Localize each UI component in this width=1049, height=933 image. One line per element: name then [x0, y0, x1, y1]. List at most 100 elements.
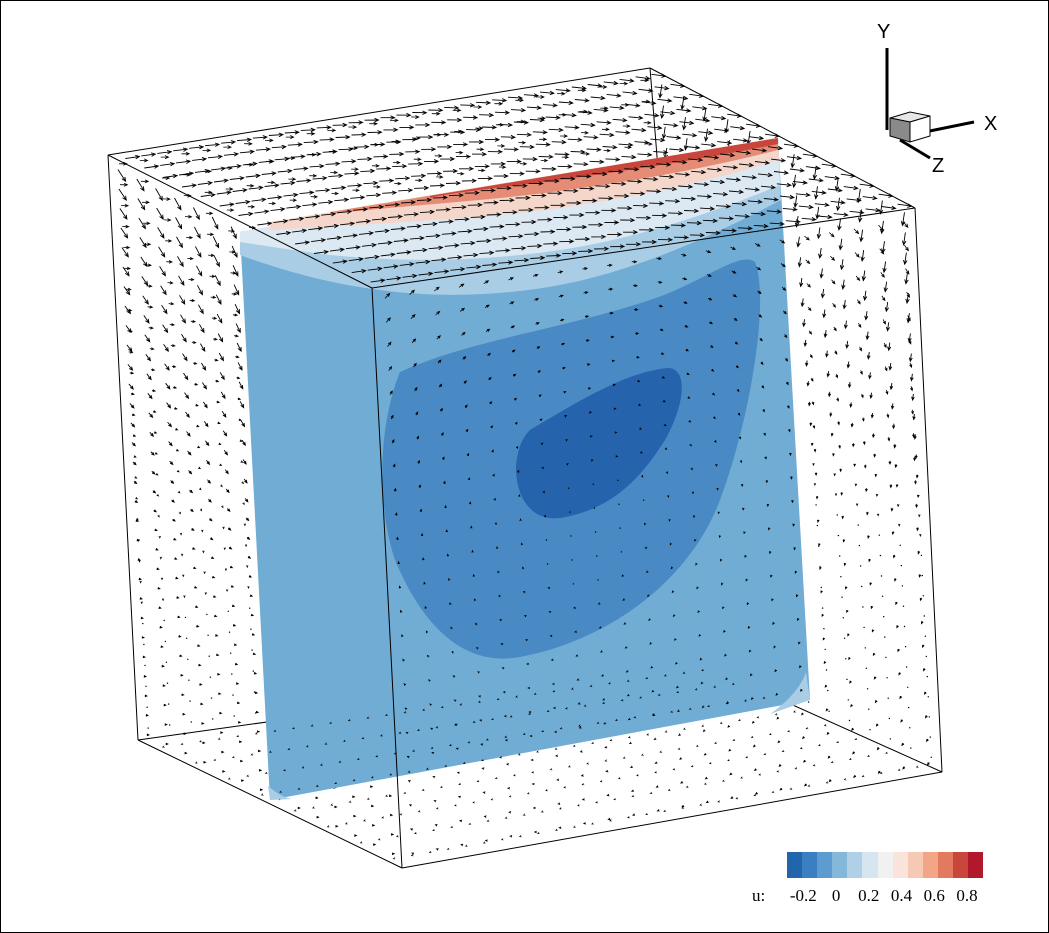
velocity-vector [181, 553, 184, 557]
velocity-vector [329, 721, 332, 724]
velocity-vector [539, 418, 543, 422]
velocity-vector [830, 255, 836, 261]
velocity-vector [410, 854, 414, 857]
velocity-vector [822, 637, 826, 641]
velocity-vector [219, 463, 223, 467]
velocity-vector [312, 806, 315, 809]
z-axis-label: Z [932, 155, 944, 177]
velocity-vector [132, 461, 137, 466]
velocity-vector [473, 598, 477, 602]
velocity-vector [814, 472, 818, 477]
velocity-vector [654, 771, 657, 774]
velocity-vector [311, 238, 327, 243]
velocity-vector [416, 197, 433, 203]
velocity-vector [631, 127, 647, 133]
velocity-vector [826, 731, 830, 736]
velocity-vector [221, 411, 227, 418]
velocity-vector [837, 218, 842, 231]
velocity-vector [369, 204, 385, 210]
velocity-vector [930, 756, 932, 758]
velocity-vector [353, 207, 369, 212]
velocity-vector [858, 322, 862, 329]
velocity-vector [525, 169, 541, 174]
velocity-vector [897, 203, 913, 208]
velocity-vector [707, 297, 713, 301]
velocity-vector [622, 124, 631, 128]
velocity-vector [470, 214, 486, 220]
velocity-vector [508, 277, 514, 281]
velocity-vector [142, 622, 144, 625]
velocity-vector [695, 562, 698, 566]
velocity-vector [901, 232, 907, 246]
velocity-vector [846, 609, 849, 614]
velocity-vector [540, 158, 549, 163]
velocity-vector [199, 740, 202, 743]
velocity-vector [200, 343, 206, 353]
velocity-vector [866, 688, 869, 690]
velocity-vector [760, 185, 777, 190]
velocity-vector [326, 825, 330, 828]
velocity-vector [878, 534, 880, 536]
velocity-vector [460, 843, 464, 847]
velocity-vector [733, 138, 749, 143]
velocity-vector [145, 685, 147, 687]
velocity-vector [837, 421, 840, 426]
velocity-vector [202, 741, 206, 745]
velocity-vector [724, 653, 727, 657]
velocity-vector [408, 161, 424, 167]
velocity-vector [526, 105, 542, 110]
velocity-vector [887, 342, 892, 352]
velocity-vector [154, 452, 159, 455]
velocity-vector [374, 228, 390, 234]
velocity-vector [886, 413, 890, 419]
velocity-vector [406, 755, 410, 759]
velocity-vector [197, 445, 201, 449]
velocity-vector [904, 272, 909, 285]
velocity-vector [640, 753, 644, 756]
velocity-vector [213, 758, 217, 761]
velocity-vector [457, 171, 465, 176]
velocity-vector [653, 737, 657, 741]
velocity-vector [607, 817, 611, 821]
velocity-vector [222, 770, 226, 773]
velocity-vector [192, 207, 200, 221]
velocity-vector [702, 107, 707, 122]
velocity-vector [885, 751, 888, 754]
velocity-vector [589, 411, 593, 414]
velocity-vector [545, 539, 548, 541]
velocity-vector [682, 671, 686, 674]
velocity-vector [873, 453, 877, 458]
velocity-vector [602, 144, 618, 150]
velocity-vector [824, 648, 826, 651]
velocity-vector [497, 570, 500, 574]
velocity-vector [394, 181, 402, 186]
velocity-vector [121, 247, 129, 258]
velocity-vector [750, 697, 754, 701]
velocity-vector [557, 270, 564, 274]
velocity-vector [165, 382, 171, 390]
velocity-vector [149, 347, 155, 351]
velocity-vector [171, 365, 177, 368]
velocity-vector [158, 535, 161, 539]
velocity-vector [140, 616, 144, 620]
velocity-vector [643, 176, 659, 182]
velocity-vector [763, 752, 767, 756]
velocity-vector [453, 142, 469, 147]
velocity-vector [145, 714, 149, 717]
velocity-vector [192, 547, 196, 550]
velocity-vector [233, 284, 240, 296]
colorbar-tick-label: 0.4 [890, 886, 913, 905]
velocity-vector [861, 585, 863, 588]
velocity-vector [156, 567, 160, 570]
box-edge-top-left [107, 154, 373, 289]
velocity-vector [532, 130, 548, 135]
velocity-vector [735, 365, 739, 369]
velocity-vector [121, 203, 130, 208]
velocity-vector [689, 443, 692, 447]
colorbar-swatch [892, 852, 908, 878]
velocity-vector [628, 741, 632, 745]
velocity-vector [564, 415, 568, 418]
velocity-vector [356, 219, 372, 224]
velocity-vector [646, 570, 649, 574]
velocity-vector [434, 154, 443, 158]
